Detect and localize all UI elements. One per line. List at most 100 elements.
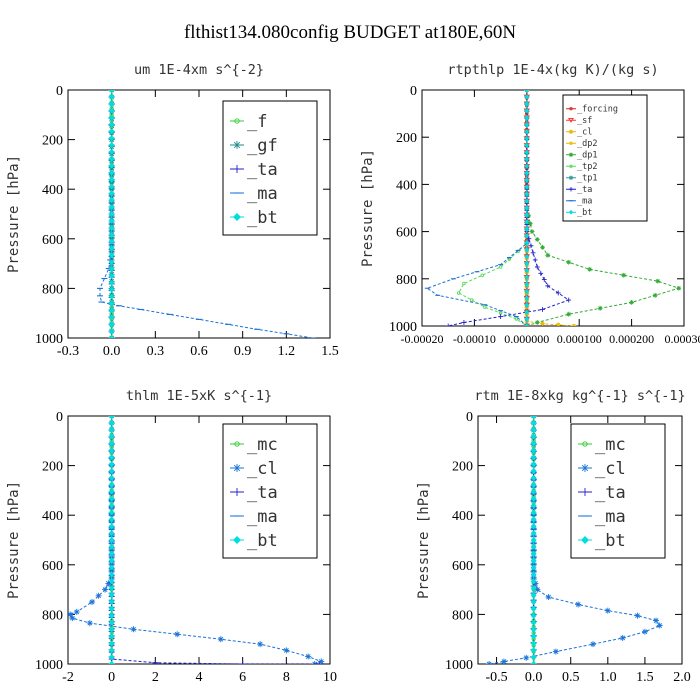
data-point	[89, 599, 96, 605]
legend-label: _gf	[247, 136, 278, 156]
data-point	[108, 416, 115, 419]
data-point	[108, 321, 115, 328]
legend-label: _dp1	[577, 151, 597, 161]
y-tick-label: 0	[466, 410, 473, 425]
legend-marker	[568, 152, 574, 157]
data-point	[108, 419, 115, 426]
data-point	[514, 317, 519, 321]
data-point	[108, 550, 115, 557]
data-point	[530, 523, 537, 530]
data-point	[530, 495, 537, 502]
data-point	[486, 661, 493, 664]
data-point	[108, 571, 115, 578]
data-point	[532, 580, 539, 587]
data-point	[108, 633, 115, 640]
data-point	[655, 278, 661, 284]
data-point	[524, 295, 530, 301]
legend-label: _cl	[577, 128, 592, 138]
y-tick-label: 1000	[35, 658, 63, 673]
data-point	[555, 322, 561, 326]
legend: _forcing_sf _cl_dp2 _dp1_tp2 _tp1_ta _ma_bt	[562, 94, 648, 222]
legend-label: _ta	[577, 185, 592, 195]
data-point	[530, 585, 537, 592]
data-point	[318, 658, 325, 664]
data-point	[108, 328, 115, 335]
legend-box	[570, 423, 666, 559]
data-point	[108, 183, 115, 190]
data-point	[108, 266, 115, 273]
data-point	[524, 198, 530, 204]
data-point	[524, 268, 530, 273]
data-point	[524, 212, 530, 218]
plot-frame	[477, 415, 683, 665]
x-tick-label: 1.2	[278, 344, 296, 359]
y-tick-label: 0	[410, 84, 417, 99]
data-point	[634, 612, 641, 619]
legend-label: _bt	[247, 208, 278, 228]
legend-marker	[233, 536, 241, 544]
y-tick-label: 800	[396, 273, 417, 288]
data-point	[108, 447, 115, 454]
data-point	[530, 454, 537, 461]
data-point	[69, 615, 76, 622]
data-point	[524, 240, 530, 246]
legend-marker	[581, 536, 589, 544]
data-point	[530, 440, 537, 447]
data-point	[239, 661, 246, 664]
data-point	[524, 323, 530, 326]
x-tick-label: 0.000000	[504, 332, 549, 346]
legend-marker	[234, 118, 240, 124]
data-point	[530, 537, 537, 543]
legend-label: _mc	[247, 435, 278, 455]
data-point	[552, 648, 559, 655]
x-tick-label: 0.9	[234, 344, 252, 359]
data-point	[108, 293, 115, 300]
y-axis-label: Pressure [hPa]	[416, 481, 432, 599]
data-point	[538, 270, 544, 276]
data-point	[545, 283, 551, 289]
data-point	[524, 163, 530, 169]
data-point	[108, 307, 115, 314]
data-point	[530, 468, 537, 475]
data-point	[532, 257, 538, 263]
x-tick-label: 0.5	[562, 670, 580, 685]
data-point	[108, 475, 115, 481]
x-tick-label: -0.3	[57, 344, 79, 359]
data-point	[530, 599, 537, 605]
x-tick-label: 1.5	[321, 344, 339, 359]
data-point	[530, 592, 537, 599]
data-point	[108, 543, 115, 550]
chart-title: rtm 1E-8xkg kg^{-1} s^{-1}	[474, 388, 685, 404]
legend-marker	[233, 464, 241, 472]
legend-marker	[581, 488, 589, 496]
data-point	[540, 307, 545, 312]
data-point	[108, 461, 115, 468]
data-point	[653, 617, 660, 624]
y-tick-label: 200	[42, 460, 63, 475]
x-tick-label: 0.0	[103, 344, 121, 359]
x-tick-label: 0.000200	[609, 332, 654, 346]
legend-marker	[234, 441, 240, 447]
y-axis-label: Pressure [hPa]	[360, 149, 376, 267]
data-point	[530, 550, 537, 557]
data-point	[108, 537, 115, 543]
data-point	[530, 571, 537, 578]
y-tick-label: 0	[56, 410, 63, 425]
y-tick-label: 800	[452, 608, 473, 623]
data-point	[524, 247, 530, 253]
legend-marker	[567, 118, 575, 123]
data-point	[108, 211, 115, 217]
data-point	[498, 314, 503, 319]
legend-label: _cl	[595, 459, 626, 479]
data-point	[102, 586, 109, 593]
y-tick-label: 400	[42, 183, 63, 198]
y-tick-label: 200	[396, 131, 417, 146]
data-point	[108, 530, 115, 537]
data-point	[108, 238, 115, 245]
data-point	[108, 176, 115, 183]
data-point	[589, 641, 596, 648]
data-point	[108, 197, 115, 204]
legend-box	[222, 100, 318, 236]
legend-marker	[568, 187, 574, 192]
data-point	[152, 659, 159, 664]
